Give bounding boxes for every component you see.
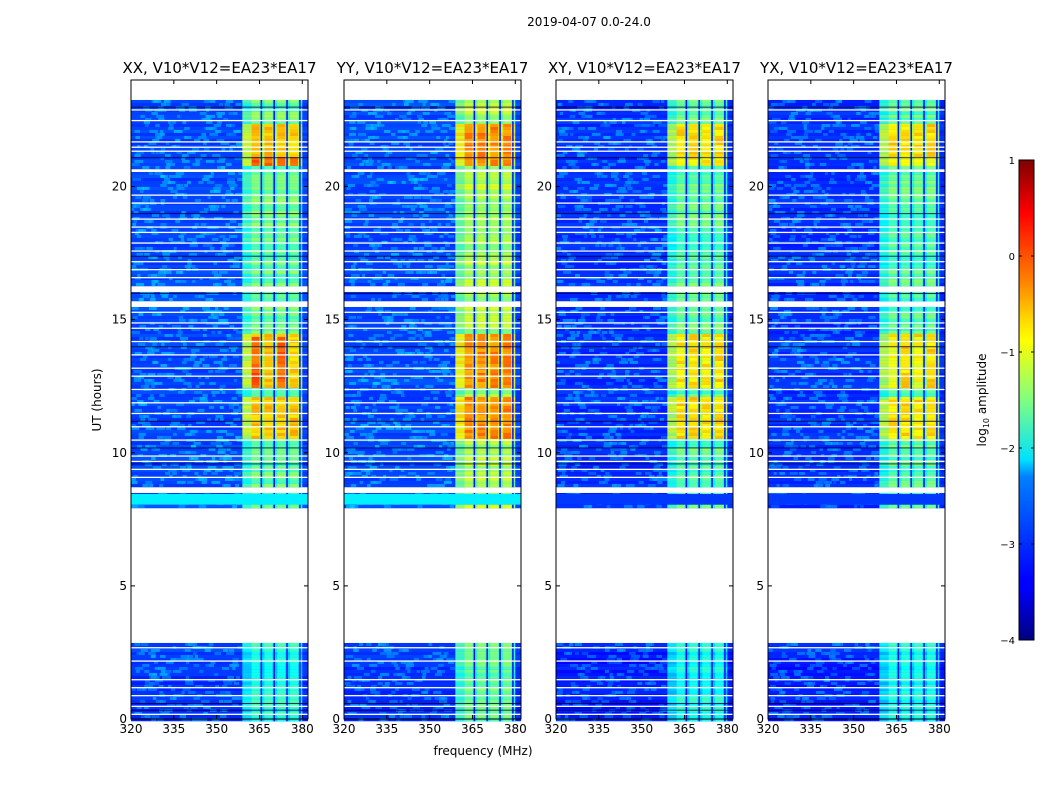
x-tick-label: 320 — [545, 722, 568, 736]
panel-title-yx: YX, V10*V12=EA23*EA17 — [759, 59, 953, 77]
colorbar-tick-label: −1 — [1000, 348, 1015, 359]
x-axis-label: frequency (MHz) — [433, 744, 532, 758]
colorbar-tick-label: −2 — [1000, 444, 1015, 455]
figure-suptitle: 2019-04-07 0.0-24.0 — [527, 15, 651, 29]
x-tick-label: 365 — [461, 722, 484, 736]
x-tick-label: 350 — [418, 722, 441, 736]
x-tick-label: 365 — [248, 722, 271, 736]
colorbar-tick-label: 1 — [1009, 156, 1015, 167]
x-tick-label: 335 — [799, 722, 822, 736]
y-tick-label: 5 — [332, 579, 340, 593]
y-tick-label: 20 — [112, 180, 127, 194]
panel-title-yy: YY, V10*V12=EA23*EA17 — [336, 59, 529, 77]
x-tick-label: 380 — [928, 722, 951, 736]
x-tick-label: 335 — [587, 722, 610, 736]
y-tick-label: 10 — [112, 446, 127, 460]
x-tick-label: 350 — [842, 722, 865, 736]
y-tick-label: 20 — [537, 180, 552, 194]
y-tick-label: 15 — [749, 313, 764, 327]
colorbar-label: log10 amplitude — [975, 354, 991, 447]
y-tick-label: 10 — [537, 446, 552, 460]
y-tick-label: 15 — [112, 313, 127, 327]
x-tick-label: 335 — [162, 722, 185, 736]
x-tick-label: 365 — [673, 722, 696, 736]
y-tick-label: 0 — [544, 712, 552, 726]
x-tick-label: 320 — [120, 722, 143, 736]
y-tick-label: 0 — [119, 712, 127, 726]
x-tick-label: 380 — [504, 722, 527, 736]
y-tick-label: 20 — [325, 180, 340, 194]
x-tick-label: 380 — [716, 722, 739, 736]
panel-title-xx: XX, V10*V12=EA23*EA17 — [122, 59, 316, 77]
x-tick-label: 365 — [885, 722, 908, 736]
y-tick-label: 5 — [544, 579, 552, 593]
colorbar-tick-label: −4 — [1000, 636, 1015, 647]
y-tick-label: 15 — [537, 313, 552, 327]
x-tick-label: 350 — [205, 722, 228, 736]
colorbar: 1 0 −1 −2 −3 −4 log10 amplitude — [975, 156, 1035, 647]
colorbar-gradient — [1018, 159, 1035, 641]
panel-yx: 320 335 350 365 380 0 5 10 15 20 YX, V10*V12=EA23*… — [749, 59, 953, 736]
y-axis-label: UT (hours) — [90, 368, 104, 431]
x-tick-label: 380 — [291, 722, 314, 736]
panel-yy: 320 335 350 365 380 0 5 10 15 20 YY, V10*V12=EA23*… — [325, 59, 529, 736]
y-tick-label: 10 — [749, 446, 764, 460]
panel-title-xy: XY, V10*V12=EA23*EA17 — [548, 59, 741, 77]
x-tick-label: 350 — [630, 722, 653, 736]
x-tick-label: 335 — [375, 722, 398, 736]
x-tick-label: 320 — [333, 722, 356, 736]
panel-xx: 320 335 350 365 380 0 5 10 15 20 XX, V10*V12=EA23*… — [112, 59, 317, 736]
y-tick-label: 15 — [325, 313, 340, 327]
panels-group: 320 335 350 365 380 0 5 10 15 20 XX, V10*V12=EA23*… — [112, 59, 953, 736]
y-tick-label: 10 — [325, 446, 340, 460]
colorbar-tick-label: −3 — [1000, 540, 1015, 551]
colorbar-tick-label: 0 — [1009, 252, 1015, 263]
panel-xy: 320 335 350 365 380 0 5 10 15 20 XY, V10*V12=EA23*… — [537, 59, 741, 736]
y-tick-label: 20 — [749, 180, 764, 194]
x-tick-label: 320 — [757, 722, 780, 736]
y-tick-label: 5 — [756, 579, 764, 593]
y-tick-label: 0 — [332, 712, 340, 726]
y-tick-label: 5 — [119, 579, 127, 593]
y-tick-label: 0 — [756, 712, 764, 726]
